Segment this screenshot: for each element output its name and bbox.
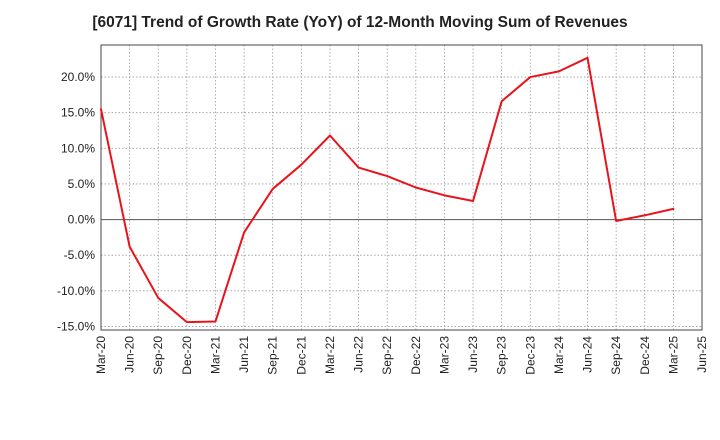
- x-tick-label: Sep-20: [151, 336, 165, 375]
- x-tick-label: Mar-21: [208, 336, 222, 374]
- x-tick-label: Dec-20: [180, 336, 194, 375]
- series-line: [100, 56, 675, 324]
- x-tick-label: Mar-20: [94, 336, 108, 374]
- x-tick-label: Jun-22: [352, 336, 366, 373]
- x-tick-label: Jun-20: [123, 336, 137, 373]
- x-tick-label: Sep-24: [609, 336, 623, 375]
- chart-title: [6071] Trend of Growth Rate (YoY) of 12-…: [92, 14, 628, 31]
- y-tick-label: 20.0%: [61, 70, 95, 84]
- x-tick-label: Sep-23: [495, 336, 509, 375]
- x-tick-label: Dec-21: [294, 336, 308, 375]
- x-tick-label: Mar-22: [323, 336, 337, 374]
- y-tick-label: 5.0%: [68, 177, 96, 191]
- x-tick-label: Jun-23: [466, 336, 480, 373]
- y-tick-label: -5.0%: [64, 248, 96, 262]
- x-tick-label: Dec-22: [409, 336, 423, 375]
- x-tick-label: Jun-25: [695, 336, 709, 373]
- x-tick-label: Jun-24: [581, 336, 595, 373]
- y-tick-label: 15.0%: [61, 106, 95, 120]
- x-tick-label: Sep-21: [266, 336, 280, 375]
- x-tick-label: Mar-23: [437, 336, 451, 374]
- x-tick-label: Sep-22: [380, 336, 394, 375]
- y-tick-label: 10.0%: [61, 141, 95, 155]
- plot-area: [101, 45, 702, 330]
- x-tick-label: Mar-24: [552, 336, 566, 374]
- y-tick-label: 0.0%: [68, 213, 96, 227]
- x-tick-label: Dec-24: [638, 336, 652, 375]
- y-tick-label: -15.0%: [57, 319, 95, 333]
- y-tick-label: -10.0%: [57, 284, 95, 298]
- x-tick-label: Dec-23: [523, 336, 537, 375]
- plot-frame: [100, 44, 703, 331]
- x-tick-label: Jun-21: [237, 336, 251, 373]
- x-tick-label: Mar-25: [666, 336, 680, 374]
